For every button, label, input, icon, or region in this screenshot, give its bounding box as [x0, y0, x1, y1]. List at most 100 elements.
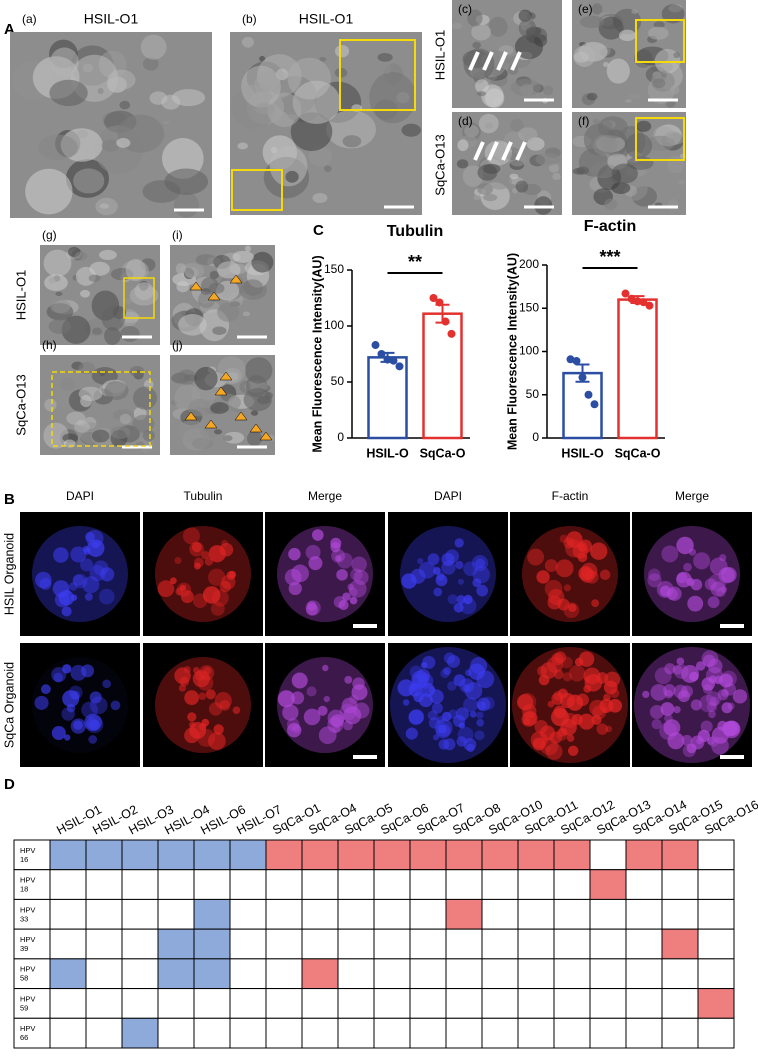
- image-tag: (g): [42, 228, 57, 242]
- nucleus: [219, 700, 231, 711]
- nucleus: [650, 684, 668, 701]
- texture: [133, 386, 158, 410]
- table-cell: [481, 958, 519, 990]
- inset-frame: [123, 277, 155, 319]
- table-cell: [121, 869, 159, 900]
- inset-frame: [635, 117, 685, 161]
- texture: [478, 113, 499, 134]
- texture: [401, 123, 421, 137]
- nucleus: [331, 548, 346, 563]
- row-header-cell: [13, 898, 51, 930]
- nucleus: [433, 734, 440, 741]
- row-label-type: 66: [20, 1033, 28, 1042]
- data-point: [633, 297, 642, 306]
- nucleus: [52, 580, 70, 597]
- table-cell: [193, 839, 231, 871]
- nucleus: [447, 681, 457, 691]
- nucleus: [401, 573, 417, 589]
- nucleus: [306, 603, 319, 616]
- table-cell: [121, 928, 159, 960]
- nucleus: [352, 677, 365, 690]
- table-cell: [265, 1017, 303, 1049]
- nucleus: [80, 558, 94, 572]
- nucleus: [232, 706, 241, 714]
- nucleus: [192, 670, 210, 688]
- nucleus: [277, 690, 295, 708]
- texture: [510, 119, 524, 132]
- nucleus: [88, 735, 98, 744]
- table-cell: [85, 898, 123, 930]
- table-cell: [589, 898, 627, 930]
- nucleus: [602, 706, 609, 714]
- table-cell: [553, 958, 591, 990]
- data-point: [572, 357, 581, 366]
- nucleus: [291, 672, 308, 689]
- row-label-name: HPV: [20, 905, 35, 914]
- data-point: [645, 301, 654, 310]
- texture: [457, 139, 469, 152]
- image-tag: (i): [172, 228, 183, 242]
- texture: [267, 92, 302, 128]
- texture: [292, 80, 341, 124]
- nucleus: [84, 713, 102, 732]
- texture: [661, 4, 685, 24]
- texture: [592, 134, 618, 157]
- texture: [149, 91, 168, 105]
- table-cell: [229, 839, 267, 871]
- texture: [43, 422, 69, 449]
- nucleus: [72, 574, 84, 586]
- texture: [625, 99, 632, 103]
- y-tick-label: 50: [526, 387, 540, 401]
- nucleus: [335, 555, 342, 562]
- texture: [618, 29, 636, 41]
- column-header: DAPI: [66, 489, 94, 503]
- nucleus: [198, 692, 207, 701]
- texture: [99, 203, 110, 209]
- nucleus: [663, 684, 676, 697]
- nucleus: [311, 529, 324, 541]
- texture: [396, 91, 410, 104]
- nucleus: [474, 730, 485, 741]
- nucleus: [418, 693, 433, 708]
- nucleus: [330, 714, 345, 728]
- table-cell: [697, 839, 735, 871]
- arrow: [482, 51, 494, 71]
- nucleus: [463, 561, 478, 577]
- row-label-type: 33: [20, 914, 28, 923]
- texture: [188, 398, 211, 417]
- nucleus: [73, 573, 88, 589]
- table-cell: [229, 928, 267, 960]
- nucleus: [397, 679, 415, 697]
- nucleus: [433, 587, 443, 597]
- table-cell: [193, 1017, 231, 1049]
- texture: [132, 414, 155, 433]
- column-header: Merge: [308, 489, 342, 503]
- table-cell: [301, 958, 339, 990]
- nucleus: [544, 559, 558, 572]
- data-point: [435, 298, 444, 307]
- nucleus: [85, 532, 95, 542]
- nucleus: [197, 728, 216, 747]
- nucleus: [84, 592, 93, 601]
- table-cell: [661, 869, 699, 900]
- nucleus: [708, 710, 716, 719]
- texture: [101, 305, 126, 331]
- panel-letter: A: [4, 21, 15, 38]
- row-label: HPV 39: [20, 935, 35, 953]
- nucleus: [93, 560, 109, 576]
- nucleus: [578, 566, 594, 581]
- nucleus: [664, 714, 673, 723]
- nucleus: [192, 593, 208, 609]
- nucleus: [648, 568, 661, 582]
- nucleus: [347, 583, 354, 591]
- nucleus: [422, 655, 436, 669]
- nucleus: [534, 719, 548, 734]
- texture: [548, 163, 560, 173]
- nucleus: [70, 546, 87, 563]
- nucleus: [62, 690, 80, 708]
- row-label: HSIL Organoid: [2, 533, 16, 615]
- table-cell: [517, 839, 555, 871]
- texture: [251, 251, 274, 273]
- table-cell: [661, 1017, 699, 1049]
- nucleus: [719, 554, 727, 562]
